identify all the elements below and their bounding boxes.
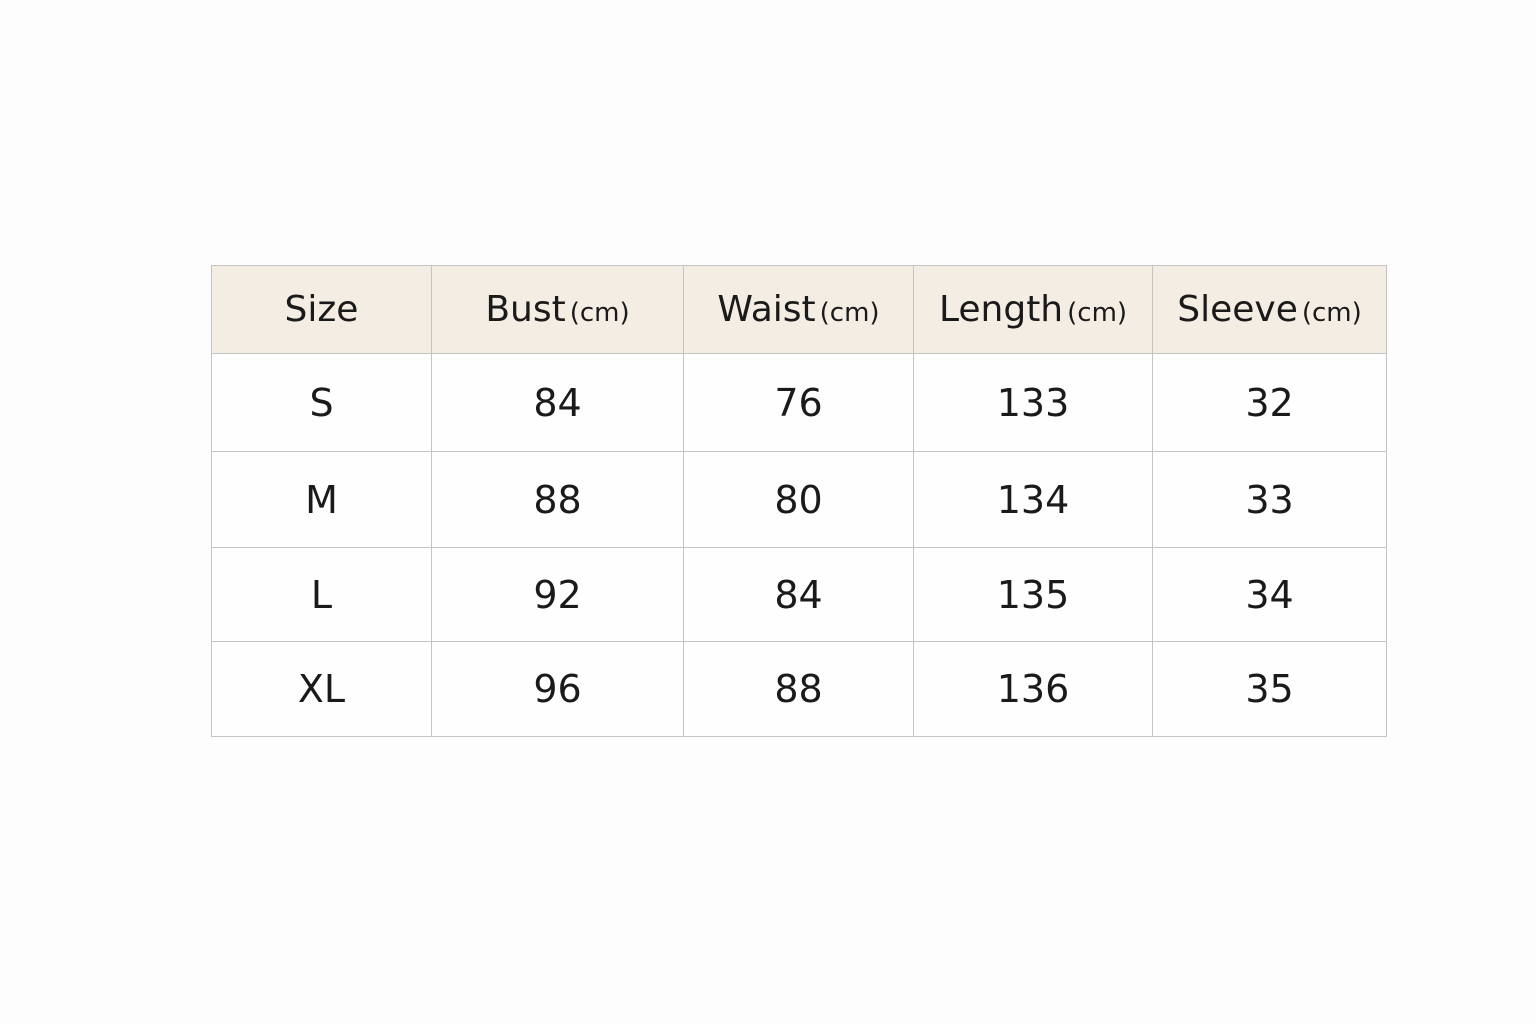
cell-sleeve: 32 bbox=[1152, 353, 1387, 452]
table-row: L 92 84 135 34 bbox=[211, 547, 1387, 642]
cell-waist: 88 bbox=[683, 641, 914, 737]
table-row: S 84 76 133 32 bbox=[211, 353, 1387, 452]
cell-length: 136 bbox=[913, 641, 1153, 737]
header-size: Size bbox=[211, 265, 432, 354]
header-row: Size Bust (cm) Waist (cm) Length (cm) Sleev… bbox=[211, 265, 1387, 354]
cell-bust: 88 bbox=[431, 451, 684, 548]
header-label: Waist bbox=[717, 289, 816, 330]
header-label: Size bbox=[284, 289, 359, 330]
header-length: Length (cm) bbox=[913, 265, 1153, 354]
table-row: XL 96 88 136 35 bbox=[211, 641, 1387, 737]
cell-waist: 84 bbox=[683, 547, 914, 642]
header-label: Bust bbox=[485, 289, 566, 330]
cell-sleeve: 35 bbox=[1152, 641, 1387, 737]
header-unit: (cm) bbox=[819, 298, 880, 328]
header-unit: (cm) bbox=[1301, 298, 1362, 328]
cell-waist: 80 bbox=[683, 451, 914, 548]
header-bust: Bust (cm) bbox=[431, 265, 684, 354]
cell-waist: 76 bbox=[683, 353, 914, 452]
cell-bust: 84 bbox=[431, 353, 684, 452]
cell-size: L bbox=[211, 547, 432, 642]
cell-bust: 92 bbox=[431, 547, 684, 642]
cell-bust: 96 bbox=[431, 641, 684, 737]
header-sleeve: Sleeve (cm) bbox=[1152, 265, 1387, 354]
header-waist: Waist (cm) bbox=[683, 265, 914, 354]
cell-sleeve: 34 bbox=[1152, 547, 1387, 642]
cell-length: 135 bbox=[913, 547, 1153, 642]
table-row: M 88 80 134 33 bbox=[211, 451, 1387, 548]
cell-size: M bbox=[211, 451, 432, 548]
header-label: Sleeve bbox=[1177, 289, 1298, 330]
cell-sleeve: 33 bbox=[1152, 451, 1387, 548]
header-label: Length bbox=[938, 289, 1064, 330]
cell-length: 134 bbox=[913, 451, 1153, 548]
size-chart-table: Size Bust (cm) Waist (cm) Length (cm) Sleev… bbox=[211, 265, 1387, 737]
header-unit: (cm) bbox=[569, 298, 630, 328]
cell-length: 133 bbox=[913, 353, 1153, 452]
cell-size: S bbox=[211, 353, 432, 452]
cell-size: XL bbox=[211, 641, 432, 737]
header-unit: (cm) bbox=[1067, 298, 1128, 328]
